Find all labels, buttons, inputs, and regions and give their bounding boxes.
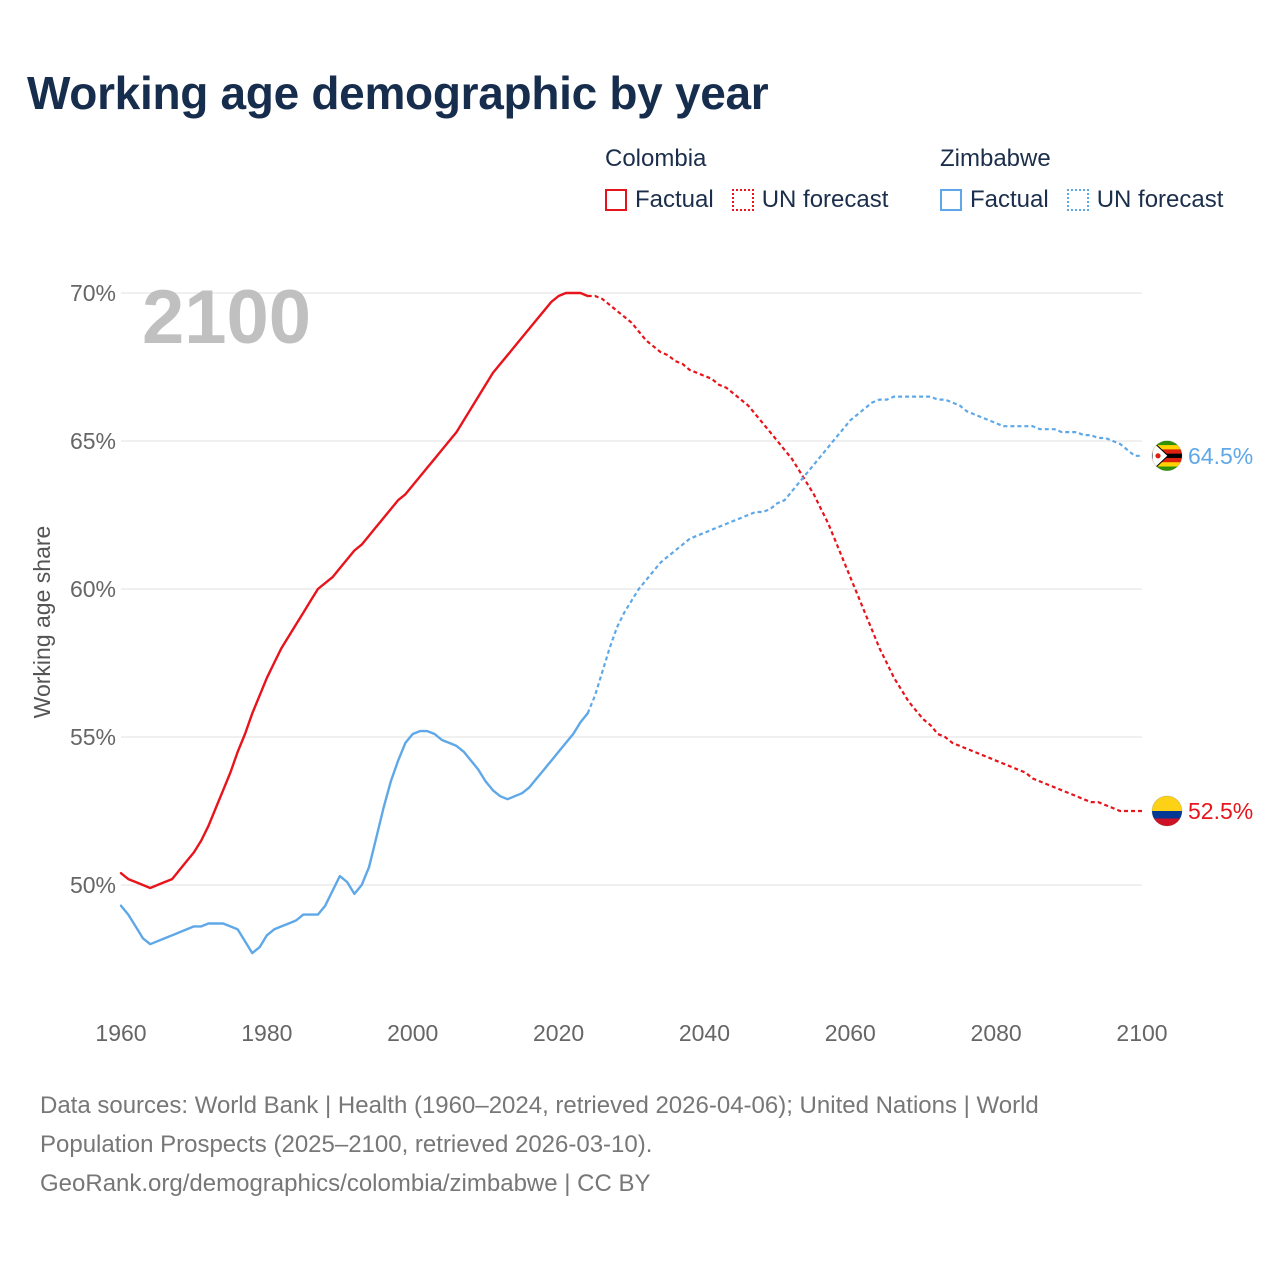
legend-group-colombia: Colombia Factual UN forecast (605, 144, 888, 214)
legend-swatch-solid (940, 189, 962, 211)
footer: Data sources: World Bank | Health (1960–… (40, 1086, 1240, 1203)
year-watermark: 2100 (142, 275, 311, 360)
y-tick-label: 55% (70, 724, 116, 750)
end-label-layer: 52.5% 64.5% (1151, 440, 1253, 827)
x-tick-label: 2000 (387, 1020, 438, 1046)
legend-label: Factual (970, 186, 1049, 213)
legend-item-zimbabwe-factual[interactable]: Factual (940, 186, 1049, 214)
x-tick-label: 1980 (241, 1020, 292, 1046)
legend-label: UN forecast (761, 186, 889, 213)
chart-title: Working age demographic by year (27, 67, 769, 119)
y-axis-label: Working age share (29, 526, 55, 719)
colombia-flag-icon (1151, 795, 1183, 827)
y-tick-label: 65% (70, 428, 116, 454)
y-tick-label: 70% (70, 280, 116, 306)
x-tick-label: 2040 (679, 1020, 730, 1046)
y-tick-label: 50% (70, 872, 116, 898)
series-line-colombia-factual[interactable] (119, 291, 589, 890)
end-value-label-zimbabwe: 64.5% (1188, 443, 1253, 469)
x-tick-label: 1960 (95, 1020, 146, 1046)
zimbabwe-flag-icon (1151, 440, 1183, 472)
series-line-colombia-forecast[interactable] (587, 294, 1142, 813)
y-tick-label: 60% (70, 576, 116, 602)
legend-swatch-dotted (1066, 189, 1089, 211)
series-line-zimbabwe-factual[interactable] (119, 712, 589, 955)
end-value-label-colombia: 52.5% (1188, 798, 1253, 824)
data-sources-text-continued: Population Prospects (2025–2100, retriev… (40, 1131, 653, 1158)
grid-layer: 50% 55% 60% 65% 70% 1960 1980 2000 2020 2040 2060 2… (70, 280, 1168, 1046)
data-sources-text: Data sources: World Bank | Health (1960–… (40, 1092, 1039, 1119)
legend-group-title: Colombia (605, 145, 707, 172)
source-url-license[interactable]: GeoRank.org/demographics/colombia/zimbab… (40, 1170, 651, 1197)
x-tick-label: 2080 (971, 1020, 1022, 1046)
series-layer (119, 291, 1142, 955)
legend-swatch-solid (605, 189, 627, 211)
legend-item-zimbabwe-forecast[interactable]: UN forecast (1066, 186, 1224, 214)
legend-label: UN forecast (1096, 186, 1224, 213)
legend-item-colombia-factual[interactable]: Factual (605, 186, 714, 214)
legend-group-title: Zimbabwe (940, 145, 1051, 172)
series-line-zimbabwe-forecast[interactable] (586, 395, 1142, 714)
x-tick-label: 2020 (533, 1020, 584, 1046)
legend-swatch-dotted (731, 189, 754, 211)
legend-item-colombia-forecast[interactable]: UN forecast (731, 186, 889, 214)
legend-group-zimbabwe: Zimbabwe Factual UN forecast (940, 144, 1223, 214)
legend-label: Factual (635, 186, 714, 213)
x-tick-label: 2100 (1116, 1020, 1167, 1046)
x-tick-label: 2060 (825, 1020, 876, 1046)
